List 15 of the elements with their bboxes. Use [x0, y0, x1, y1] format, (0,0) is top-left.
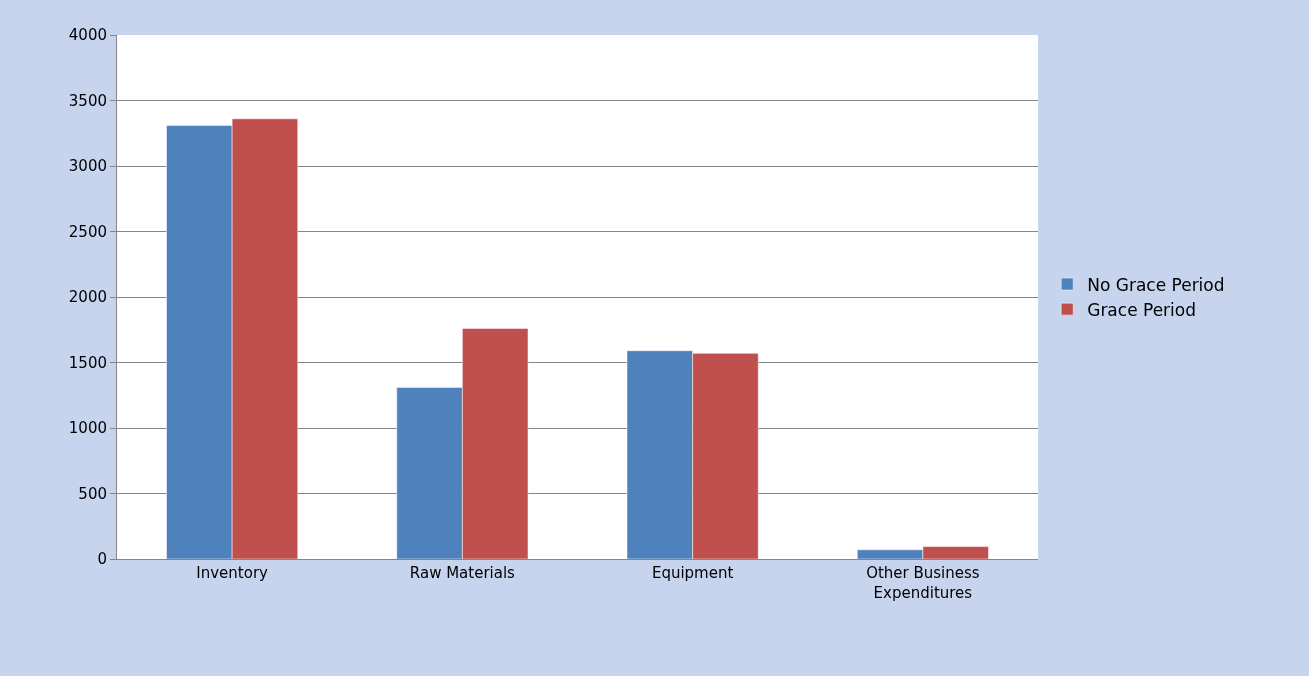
y-tick-label: 2000	[68, 288, 107, 307]
y-tick-label: 4000	[68, 26, 107, 45]
y-tick-label: 3000	[68, 157, 107, 176]
legend-label: No Grace Period	[1087, 274, 1225, 295]
y-tick-label: 1500	[68, 353, 107, 372]
y-tick-label: 0	[97, 550, 107, 569]
y-tick-label: 3500	[68, 91, 107, 110]
legend-label: Grace Period	[1087, 299, 1197, 320]
y-tick-label: 1000	[68, 419, 107, 438]
y-tick-label: 2500	[68, 222, 107, 241]
x-tick-label: Other Business Expenditures	[866, 564, 980, 602]
x-tick-label: Equipment	[651, 564, 734, 582]
x-tick-label: Inventory	[196, 564, 269, 582]
x-tick-label: Raw Materials	[409, 564, 516, 582]
y-tick-label: 500	[78, 484, 107, 503]
